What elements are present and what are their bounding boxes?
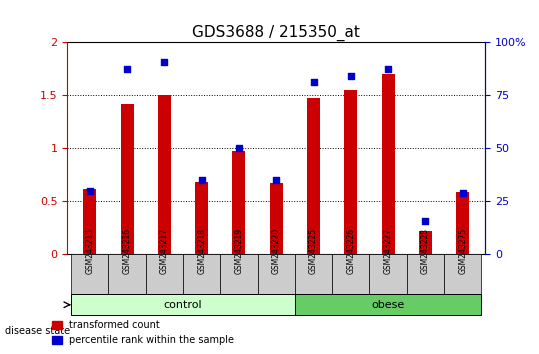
Point [347,74,355,79]
Text: GSM243225: GSM243225 [309,228,318,274]
Text: GSM243215: GSM243215 [85,228,94,274]
Text: obese: obese [371,300,405,310]
Bar [232,150,245,255]
FancyBboxPatch shape [295,294,481,315]
Text: control: control [164,300,202,310]
Bar [158,96,171,255]
Text: GSM243217: GSM243217 [160,228,169,274]
Text: GSM243220: GSM243220 [272,228,281,274]
Point [384,66,392,72]
Point [309,79,318,85]
FancyBboxPatch shape [220,255,258,294]
FancyBboxPatch shape [332,255,369,294]
Bar [83,189,96,255]
Bar [121,104,134,255]
Point [197,177,206,183]
FancyBboxPatch shape [108,255,146,294]
Point [123,66,132,72]
Text: disease state: disease state [5,326,71,336]
Bar [195,182,208,255]
Text: GSM243227: GSM243227 [384,228,392,274]
Text: GSM243219: GSM243219 [234,228,244,274]
FancyBboxPatch shape [146,255,183,294]
FancyBboxPatch shape [407,255,444,294]
Point [272,177,281,183]
Point [86,188,94,194]
Point [160,59,169,64]
FancyBboxPatch shape [369,255,407,294]
FancyBboxPatch shape [295,255,332,294]
Title: GDS3688 / 215350_at: GDS3688 / 215350_at [192,25,360,41]
Bar [419,231,432,255]
Bar [307,98,320,255]
Bar [270,183,283,255]
Text: GSM243228: GSM243228 [421,228,430,274]
FancyBboxPatch shape [444,255,481,294]
Bar [382,74,395,255]
Legend: transformed count, percentile rank within the sample: transformed count, percentile rank withi… [48,316,238,349]
FancyBboxPatch shape [258,255,295,294]
FancyBboxPatch shape [71,255,108,294]
Bar [344,90,357,255]
Point [234,145,243,151]
Text: GSM243218: GSM243218 [197,228,206,274]
FancyBboxPatch shape [71,294,295,315]
FancyBboxPatch shape [183,255,220,294]
Bar [456,192,469,255]
Text: GSM243216: GSM243216 [122,228,132,274]
Text: GSM243226: GSM243226 [347,228,355,274]
Point [421,218,430,223]
Point [458,190,467,196]
Text: GSM243275: GSM243275 [458,228,467,274]
